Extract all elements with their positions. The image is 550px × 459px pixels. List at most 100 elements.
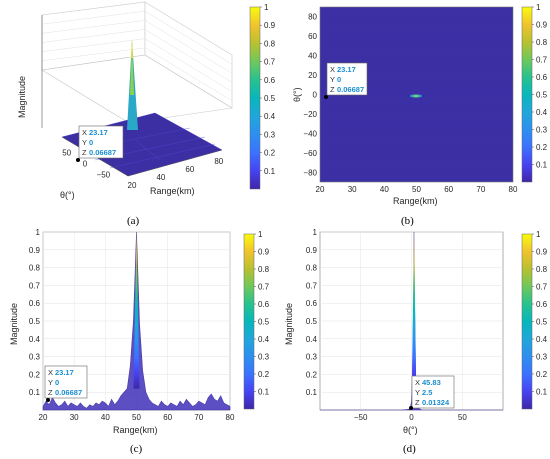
colorbar-a-tick: 0.4 [264,112,276,121]
panel-b-datatip[interactable]: X 23.17 Y 0 Z 0.06687 [324,62,368,99]
panel-b-texture [320,8,513,181]
panel-a-ylabel: θ(°) [60,190,75,200]
panel-c-datatip-marker [46,398,50,402]
colorbar-c-tick: 1 [258,230,263,239]
panel-b-x-tick: 80 [509,185,518,194]
panel-b-caption: (b) [401,215,414,227]
panel-d-tip-key-1: Y [415,388,420,397]
panel-d-angle-profile: −50 0 50 1 0.9 0.8 0.7 0.6 0.5 0.4 0.3 0.2 0.1 θ(°)… [284,228,504,455]
panel-a-tip-key-1: Y [82,138,87,147]
colorbar-b-tick: 1 [536,3,541,12]
panel-c-datatip-box [44,365,88,399]
panel-d-datatip-box [411,375,455,409]
panel-c-tip-val-2: 0.06687 [55,388,82,397]
colorbar-a-tick: 0.2 [264,149,276,158]
colorbars: 1 0.9 0.8 0.7 0.6 0.5 0.4 0.3 0.2 0.1 1 0.9 0.8 0.7 0.… [243,3,548,410]
panel-b-datatip-box [326,62,368,96]
colorbar-b-tick: 0.8 [536,38,548,47]
panel-b-y-tick: 0 [313,91,318,100]
panel-a-gridline [144,47,233,102]
panel-a-floor [41,54,233,124]
colorbar-a-tick: 0.5 [264,94,276,103]
colorbar-d-tick: 0.7 [536,283,548,292]
panel-a-caption: (a) [127,215,140,227]
panel-d-xlabel: θ(°) [403,425,418,435]
colorbar-b-tick: 0.2 [536,143,548,152]
panel-a-back-wall-right [144,1,233,109]
panel-c-peak [133,232,140,389]
panel-c-ylabel: Magnitude [9,303,19,345]
colorbar-c-tick: 0.2 [258,370,270,379]
panel-d-x-tick: −50 [354,413,368,422]
panel-a-tip-val-2: 0.06687 [89,148,116,157]
panel-a-y-ticks: 50 0 −50 [62,149,110,180]
panel-a-tip-val-1: 0 [89,138,93,147]
panel-b-ylabel: θ(°) [292,87,302,102]
colorbar-d-tick: 0.3 [536,353,548,362]
panel-b-xlabel: Range(km) [393,196,438,206]
panel-d-datatip[interactable]: X 45.83 Y 2.5 Z 0.01324 [409,375,455,410]
colorbar-d-tick: 0.4 [536,335,548,344]
panel-c-x-tick: 60 [163,413,172,422]
panel-a-gridline [144,20,233,74]
panel-d-datatip-marker [409,406,413,410]
panel-d-x-tick: 50 [458,413,467,422]
panel-b-y-tick: 60 [308,32,317,41]
panel-c-y-ticks: 1 0.9 0.8 0.7 0.6 0.5 0.4 0.3 0.2 0.1 [29,228,41,397]
panel-b-x-tick: 20 [316,185,325,194]
panel-d-grid [320,231,503,410]
panel-a-gridline [41,10,146,25]
panel-b-y-tick: 20 [308,71,317,80]
colorbar-b-tick: 0.4 [536,108,548,117]
panel-c-datatip[interactable]: X 23.17 Y 0 Z 0.06687 [44,365,88,402]
colorbar-d-tick: 0.9 [536,248,548,257]
panel-b-y-tick: −80 [303,168,317,177]
panel-a-y-tick: 50 [62,149,71,158]
colorbar-b-tick: 0.5 [536,91,548,100]
panel-b-tip-val-2: 0.06687 [337,85,364,94]
panel-b-y-tick: −20 [303,110,317,119]
panel-a-peak-highlight [130,40,134,95]
panel-c-x-tick: 80 [226,413,235,422]
panel-c-y-tick: 0.5 [29,317,41,326]
panel-c-y-tick: 0.3 [29,353,41,362]
colorbar-a-tick: 0.3 [264,130,276,139]
panel-c-caption: (c) [130,443,143,455]
panel-a-datatip[interactable]: X 23.17 Y 0 Z 0.06687 [76,125,124,162]
panel-c-x-tick: 50 [132,413,141,422]
panel-c-y-tick: 0.2 [29,370,41,379]
colorbar-b-tick: 0.9 [536,21,548,30]
colorbar-b-tick: 0.3 [536,126,548,135]
panel-c-tip-key-0: X [48,368,53,377]
panel-c-tip-val-0: 23.17 [55,368,74,377]
panel-a-gridline [41,29,146,43]
panel-a-grid [41,10,233,102]
panel-c-y-tick: 0.1 [29,388,41,397]
panel-a-y-tick: −50 [97,170,111,179]
panel-d-y-ticks: 1 0.9 0.8 0.7 0.6 0.5 0.4 0.3 0.2 0.1 [306,228,318,397]
panel-a-gridline [144,29,233,83]
panel-b-x-tick: 50 [412,185,421,194]
panel-a-gridline [41,20,146,34]
colorbar-d-tick: 0.2 [536,370,548,379]
panel-a-datatip-box [78,125,124,159]
panel-d-y-tick: 0.4 [306,335,318,344]
panel-a-peak-top [131,40,133,58]
panel-a-gridline [144,38,233,92]
panel-d-x-tick: 0 [409,413,414,422]
panel-a-x-ticks: 20 40 60 80 [128,157,224,190]
colorbar-a-tick: 1 [264,3,269,12]
colorbar-b-tick: 0.7 [536,56,548,65]
colorbar-c-tick: 0.5 [258,318,270,327]
panel-d-y-tick: 0.7 [306,281,318,290]
panel-b-y-tick: 40 [308,52,317,61]
panel-a-surface-plot: Magnitude 20 40 60 80 50 0 −50 Range(km) θ(°)… [17,1,233,227]
panel-b-y-tick: −60 [303,149,317,158]
panel-b-x-tick: 40 [380,185,389,194]
colorbar-c [243,233,255,410]
panel-c-series [42,231,231,411]
panel-b-frame [319,6,514,183]
panel-c-y-tick: 0.7 [29,281,41,290]
panel-c-y-tick: 0.8 [29,264,41,273]
colorbar-d-tick: 0.8 [536,265,548,274]
